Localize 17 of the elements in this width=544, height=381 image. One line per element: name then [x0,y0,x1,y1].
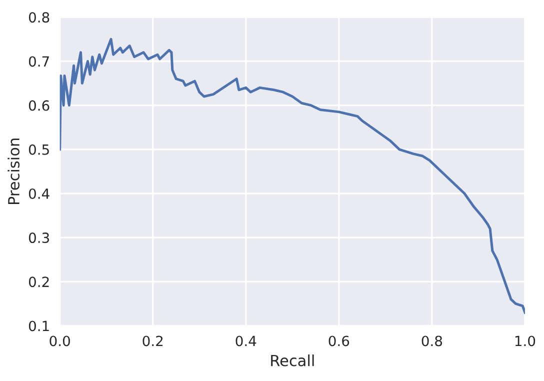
y-tick-label: 0.1 [28,320,49,332]
y-tick-label: 0.8 [28,12,50,23]
x-tick-label: 0.4 [236,336,256,346]
line-series [60,38,525,314]
y-tick-label: 0.7 [28,56,49,67]
y-tick-label: 0.4 [28,188,50,199]
y-tick-label: 0.2 [28,276,49,288]
y-tick-label: 0.5 [28,144,49,155]
x-tick-label: 0.8 [422,336,442,346]
x-tick-label: 1.0 [515,336,536,346]
x-tick-label: 0.6 [328,336,350,346]
y-tick-label: 0.3 [28,232,50,244]
x-tick-label: 0.2 [142,336,163,346]
x-axis-title: Recall [271,354,314,366]
y-axis-title: Precision [8,138,20,204]
x-tick-label: 0.0 [50,336,70,346]
y-tick-label: 0.6 [28,100,50,111]
